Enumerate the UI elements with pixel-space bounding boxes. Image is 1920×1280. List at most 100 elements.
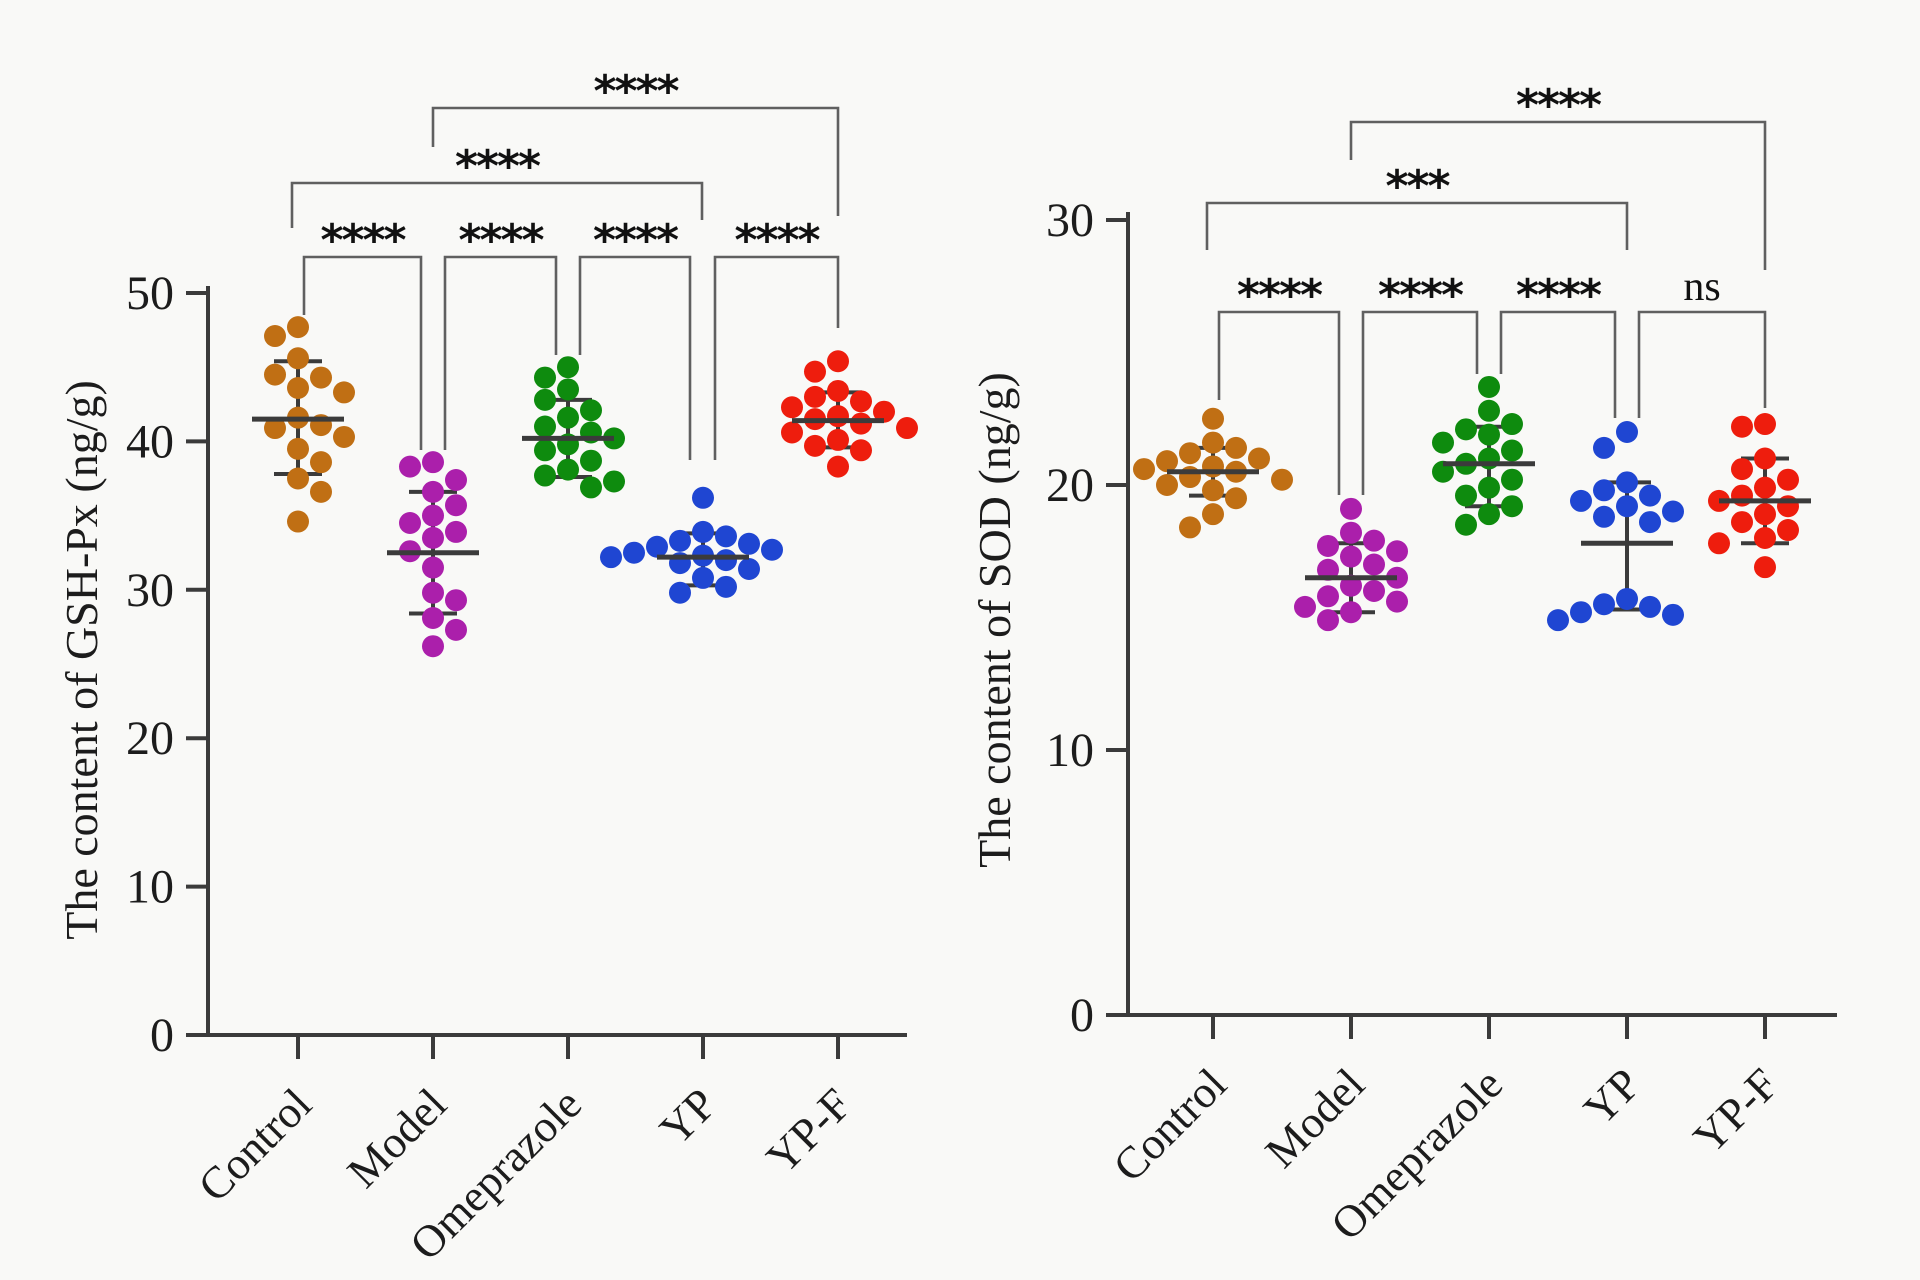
data-point [1363,553,1385,576]
data-point [287,510,309,533]
data-point [1202,431,1224,454]
data-point [738,532,760,555]
data-point [1501,468,1523,491]
data-point [804,434,826,457]
data-point [445,618,467,641]
data-point [1202,479,1224,502]
data-point [534,366,556,389]
sig-label: **** [734,215,820,266]
sig-label: **** [455,141,541,192]
data-point [1202,503,1224,526]
data-point [310,480,332,503]
data-point [715,549,737,572]
group-yp [1547,421,1684,632]
points-model [1294,497,1408,632]
data-point [422,556,444,579]
sig-label: **** [1516,80,1602,131]
group-omeprazole [522,356,625,499]
y-tick-label: 0 [150,1009,174,1062]
data-point [1340,601,1362,624]
x-group-label: YP-F [757,1079,861,1183]
data-point [445,468,467,491]
data-point [1225,436,1247,459]
data-point [557,458,579,481]
data-point [557,378,579,401]
data-point [287,376,309,399]
data-point [827,379,849,402]
data-point [557,406,579,429]
sig-bracket [713,255,840,460]
data-point [1616,587,1638,610]
data-point [1363,529,1385,552]
data-point [1386,540,1408,563]
group-yp-f [1708,413,1811,579]
x-group-label: Model [1256,1059,1374,1177]
data-point [692,566,714,589]
data-point [557,356,579,379]
data-point [445,494,467,517]
sig-bracket [1499,310,1617,418]
data-point [1570,489,1592,512]
data-point [1478,423,1500,446]
points-omeprazole [1432,375,1523,536]
points-model [399,451,467,658]
data-point [264,417,286,440]
significance-brackets: **** **** **** ns******* [1205,80,1767,495]
data-point [850,412,872,435]
data-point [1179,442,1201,465]
data-point [827,428,849,451]
y-tick-label: 40 [126,415,174,468]
sig-bracket [290,181,704,228]
axes-sod [1124,212,1837,1017]
data-point [896,417,918,440]
data-point [781,396,803,419]
sig-bracket [302,255,423,450]
data-point [1340,521,1362,544]
data-point [534,415,556,438]
x-group-label: Control [1103,1059,1236,1192]
data-point [1639,511,1661,534]
data-point [1478,375,1500,398]
data-point [422,606,444,629]
data-point [310,451,332,474]
data-point [692,520,714,543]
data-point [1777,519,1799,542]
data-point [1501,495,1523,518]
x-group-label: YP [650,1079,726,1155]
sig-label: **** [1237,270,1323,321]
data-point [669,581,691,604]
data-point [287,467,309,490]
data-point [1156,474,1178,496]
data-point [827,405,849,428]
x-group-label: Model [338,1079,456,1197]
data-point [804,385,826,408]
sig-bracket [578,255,692,460]
data-point [1593,479,1615,502]
data-point [534,388,556,411]
data-point [738,558,760,581]
data-point [399,455,421,478]
data-point [1501,439,1523,462]
points-yp-f [1708,413,1799,579]
data-point [1156,450,1178,473]
data-point [1225,487,1247,510]
sig-label: ns [1683,264,1720,310]
data-point [1294,595,1316,618]
group-control [1133,407,1293,539]
data-point [580,449,602,472]
data-point [1708,532,1730,555]
data-point [287,437,309,460]
data-point [534,439,556,462]
y-tick-label: 30 [1046,194,1094,247]
data-point [1593,436,1615,459]
y-tick-label: 30 [126,564,174,617]
data-point [1202,407,1224,430]
data-point [1754,556,1776,579]
sig-label: **** [593,215,679,266]
points-omeprazole [534,356,625,499]
panel-sod: 0 10 20 30 The content of SOD (ng/g) Control M… [969,80,1837,1250]
data-point [1662,603,1684,626]
data-point [1271,468,1293,491]
data-point [1731,458,1753,481]
